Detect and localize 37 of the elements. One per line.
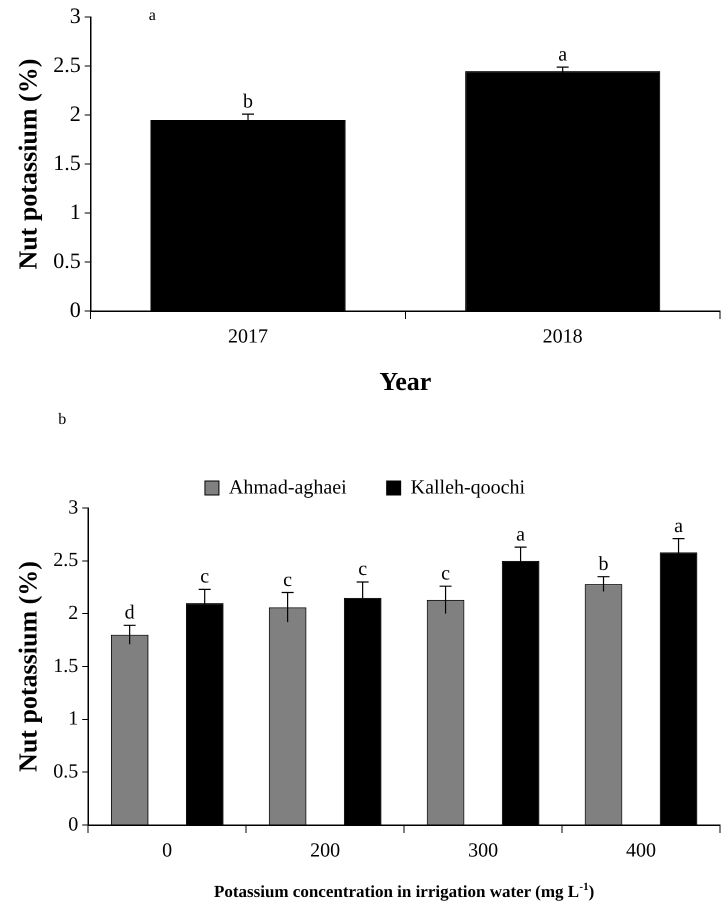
y-tick-label: 1.5 <box>53 654 78 677</box>
legend-label: Ahmad-aghaei <box>228 476 348 498</box>
y-tick-label: 3 <box>70 2 81 28</box>
x-tick-label: 300 <box>468 839 498 862</box>
y-tick-label: 2.5 <box>53 549 78 572</box>
y-tick-label: 1 <box>68 708 78 730</box>
data-label: d <box>124 602 135 624</box>
x-tick-label: 400 <box>626 839 656 862</box>
y-tick-label: 0.5 <box>53 760 78 782</box>
y-tick-label: 0.5 <box>53 248 81 273</box>
data-label: b <box>598 552 609 575</box>
data-label: c <box>200 566 210 588</box>
data-label: c <box>358 558 368 580</box>
data-label: a <box>558 43 568 66</box>
y-axis-title: Nut potassium (%) <box>13 58 42 270</box>
y-tick-label: 0 <box>68 813 78 836</box>
y-tick-label: 1 <box>70 198 81 224</box>
text: b <box>58 411 66 428</box>
data-label: c <box>283 568 292 591</box>
y-tick-label: 3 <box>68 496 78 518</box>
y-tick-label: 2.5 <box>53 52 81 77</box>
y-tick-label: 2 <box>70 100 81 126</box>
annotation: a <box>148 7 156 24</box>
x-axis-title: Year <box>379 367 432 396</box>
x-tick-label: 2017 <box>228 325 268 348</box>
data-label: a <box>516 523 526 546</box>
y-axis-title: Nut potassium (%) <box>13 561 42 772</box>
y-tick-label: 2 <box>68 602 78 624</box>
legend-label: Kalleh-qoochi <box>410 476 526 498</box>
data-label: b <box>243 90 254 112</box>
x-tick-label: 200 <box>310 839 340 862</box>
x-tick-label: 2018 <box>542 325 583 348</box>
data-label: c <box>441 562 450 584</box>
y-tick-label: 0 <box>70 296 81 322</box>
data-label: a <box>674 514 684 537</box>
y-tick-label: 1.5 <box>53 150 81 175</box>
x-tick-label: 0 <box>162 839 172 862</box>
